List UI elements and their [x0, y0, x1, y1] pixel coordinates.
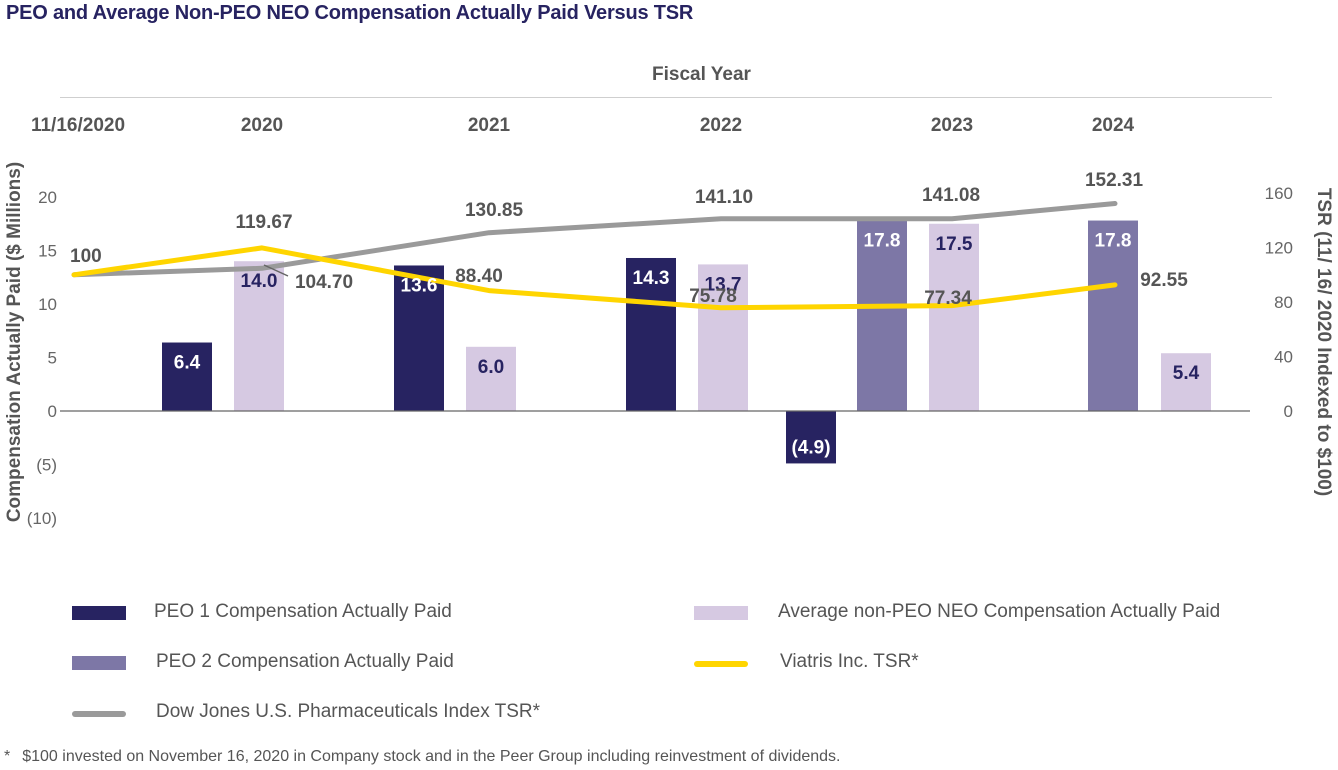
- legend-label-non-peo: Average non-PEO NEO Compensation Actuall…: [778, 601, 1221, 622]
- legend-label-peo2: PEO 2 Compensation Actually Paid: [156, 651, 454, 672]
- viatris-label-11-16-2020: 100: [70, 246, 102, 267]
- bar-label-non_peo-2021: 6.0: [478, 357, 504, 378]
- dow-jones-label-2022: 141.10: [695, 187, 753, 208]
- viatris-label-2023: 77.34: [924, 288, 972, 309]
- year-label-2024: 2024: [1092, 115, 1135, 136]
- bar-label-peo2-2024: 17.8: [1095, 231, 1132, 252]
- legend-swatch-peo1: [72, 606, 126, 620]
- dow-jones-label-2020: 104.70: [295, 272, 353, 293]
- bar-non_peo-2020: [234, 261, 284, 411]
- bar-label-non_peo-2023: 17.5: [936, 234, 973, 255]
- year-labels: 11/16/2020 2020 2021 2022 2023 2024: [31, 115, 1135, 136]
- bar-non_peo-2023: [929, 223, 979, 411]
- legend-item-non-peo: Average non-PEO NEO Compensation Actuall…: [694, 601, 1314, 627]
- bar-peo1-2020: [162, 342, 212, 411]
- bars: [162, 220, 1211, 464]
- tsr-value-labels: 100 119.67 88.40 75.78 77.34 92.55 104.70 130.8…: [70, 170, 1188, 309]
- bar-peo2-2023: [857, 220, 907, 411]
- left-tick-label: 0: [48, 402, 57, 421]
- bar-value-labels: 6.4 13.6 14.3 (4.9) 17.8 17.8 14.0 6.0 13.7 17.5 5…: [174, 231, 1200, 459]
- year-label-2020: 2020: [241, 115, 283, 136]
- bar-non_peo-2024: [1161, 353, 1211, 411]
- viatris-label-2021: 88.40: [455, 266, 503, 287]
- dow-jones-label-2021: 130.85: [465, 200, 524, 221]
- left-tick-label: 15: [38, 242, 57, 261]
- legend-item-viatris: Viatris Inc. TSR*: [694, 651, 1094, 677]
- bar-non_peo-2021: [466, 346, 516, 411]
- footnote-text: $100 invested on November 16, 2020 in Co…: [22, 748, 841, 765]
- left-tick-label: 5: [48, 349, 57, 368]
- bar-peo1-2021: [394, 265, 444, 411]
- bar-peo2-2024: [1088, 220, 1138, 411]
- year-label-2021: 2021: [468, 115, 511, 136]
- footnote-marker: *: [4, 748, 11, 765]
- chart-title: PEO and Average Non-PEO NEO Compensation…: [6, 2, 694, 24]
- bar-non_peo-2022: [698, 264, 748, 411]
- legend-swatch-dow-jones: [72, 711, 126, 717]
- legend-swatch-viatris: [694, 661, 748, 667]
- bar-label-peo2-2023: 17.8: [864, 231, 901, 252]
- bar-peo1-2023: [786, 411, 836, 464]
- tsr-lines: [71, 201, 1118, 311]
- bar-label-peo1-2023: (4.9): [791, 437, 830, 458]
- bar-peo1-2022: [626, 257, 676, 411]
- right-tick-label: 120: [1265, 239, 1293, 258]
- legend-swatch-non-peo: [694, 606, 748, 620]
- legend-item-peo1: PEO 1 Compensation Actually Paid: [72, 601, 572, 627]
- bar-label-peo1-2020: 6.4: [174, 353, 201, 374]
- dow-jones-label-2024: 152.31: [1085, 170, 1144, 191]
- legend-item-peo2: PEO 2 Compensation Actually Paid: [72, 651, 572, 677]
- left-tick-label: (10): [27, 509, 57, 528]
- fiscal-year-divider: [60, 97, 1272, 98]
- viatris-label-2020: 119.67: [235, 212, 292, 233]
- line-dow-jones: [71, 201, 1118, 278]
- bar-label-non_peo-2022: 13.7: [705, 274, 742, 295]
- fiscal-year-axis-title: Fiscal Year: [652, 64, 751, 85]
- viatris-label-2024: 92.55: [1140, 270, 1188, 291]
- legend-label-viatris: Viatris Inc. TSR*: [780, 651, 919, 672]
- left-axis-title: Compensation Actually Paid ($ Millions): [4, 162, 25, 522]
- line-viatris: [71, 245, 1118, 311]
- left-axis-ticks: 20 15 10 5 0 (5) (10): [27, 188, 57, 528]
- year-label-2022: 2022: [700, 115, 742, 136]
- bar-label-peo1-2022: 14.3: [633, 268, 670, 289]
- bar-label-peo1-2021: 13.6: [401, 275, 438, 296]
- legend-swatch-peo2: [72, 656, 126, 670]
- right-tick-label: 160: [1265, 184, 1293, 203]
- chart-plot: 11/16/2020 2020 2021 2022 2023 2024 20 15 10 5 0 (…: [4, 115, 1334, 528]
- left-tick-label: (5): [36, 456, 57, 475]
- right-tick-label: 0: [1284, 402, 1293, 421]
- viatris-label-2022: 75.78: [689, 286, 737, 307]
- left-tick-label: 10: [38, 295, 57, 314]
- year-label-11-16-2020: 11/16/2020: [31, 115, 125, 136]
- dow-jones-label-2023: 141.08: [922, 185, 980, 206]
- right-axis-ticks: 160 120 80 40 0: [1265, 184, 1293, 421]
- right-axis-title: TSR (11/ 16/ 2020 Indexed to $100): [1313, 188, 1334, 496]
- legend-item-dow-jones: Dow Jones U.S. Pharmaceuticals Index TSR…: [72, 701, 632, 727]
- left-tick-label: 20: [38, 188, 57, 207]
- year-label-2023: 2023: [931, 115, 973, 136]
- bar-label-non_peo-2020: 14.0: [241, 271, 278, 292]
- footnote: * $100 invested on November 16, 2020 in C…: [4, 748, 841, 766]
- legend-label-peo1: PEO 1 Compensation Actually Paid: [154, 601, 452, 622]
- bar-label-non_peo-2024: 5.4: [1173, 363, 1200, 384]
- right-tick-label: 80: [1274, 293, 1293, 312]
- legend-label-dow-jones: Dow Jones U.S. Pharmaceuticals Index TSR…: [156, 701, 541, 722]
- leader-line-dow-jones-2020: [263, 264, 289, 277]
- right-tick-label: 40: [1274, 348, 1293, 367]
